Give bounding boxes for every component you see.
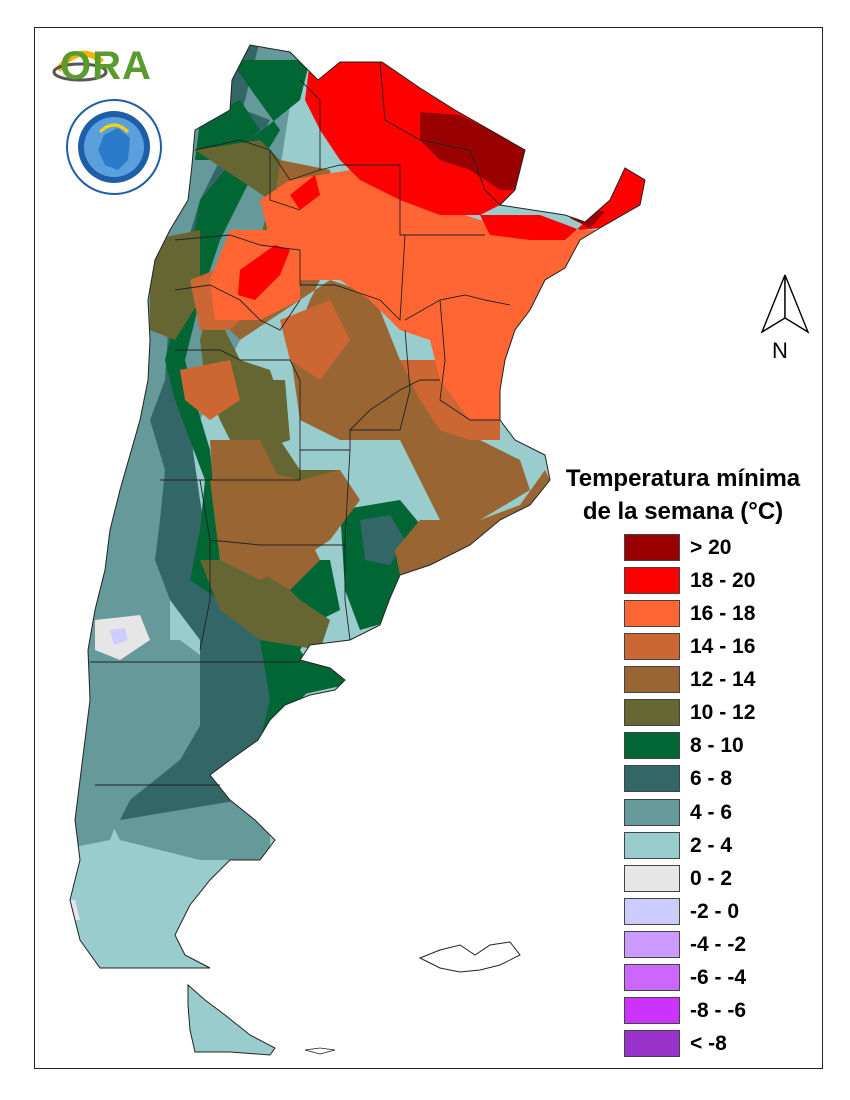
legend-swatch [624,832,680,859]
legend-label: > 20 [690,536,732,559]
legend-swatch [624,765,680,792]
legend-label: 14 - 16 [690,635,756,658]
legend-label: -4 - -2 [690,933,747,956]
legend-label: 12 - 14 [690,668,756,691]
tierra-del-fuego [187,983,276,1056]
legend-swatch [624,534,680,561]
legend-title-line1: Temperatura mínima [565,465,801,492]
country-outline [69,44,646,969]
province-borders [90,61,511,786]
legend-swatch [624,600,680,627]
legend-label: -2 - 0 [690,900,740,923]
malvinas-islands [418,941,521,973]
legend-title: Temperatura mínima de la semana (°C) [548,462,818,528]
legend-label: 16 - 18 [690,602,756,625]
legend-swatch [624,1030,680,1057]
legend-swatch [624,997,680,1024]
legend-label: -6 - -4 [690,966,747,989]
legend-title-line2: de la semana (°C) [582,498,784,525]
legend-label: < -8 [690,1032,727,1055]
smn-seal-icon [66,99,162,195]
ora-logo-icon [52,50,108,82]
legend-swatch [624,633,680,660]
legend-label: 10 - 12 [690,701,756,724]
legend-label: 0 - 2 [690,867,733,890]
legend-swatch [624,898,680,925]
legend-label: -8 - -6 [690,999,747,1022]
legend-swatch [624,666,680,693]
legend-label: 8 - 10 [690,734,744,757]
isla-de-los-estados [304,1047,336,1055]
legend-swatch [624,799,680,826]
legend-swatch [624,865,680,892]
legend-label: 4 - 6 [690,801,733,824]
ora-logo-text: ORA [60,44,152,88]
north-arrow-icon [760,274,810,334]
legend-label: 2 - 4 [690,834,733,857]
legend-label: 6 - 8 [690,767,733,790]
legend-swatch [624,964,680,991]
legend-swatch [624,931,680,958]
legend-swatch [624,567,680,594]
legend-swatch [624,732,680,759]
legend-swatch [624,699,680,726]
legend-label: 18 - 20 [690,569,756,592]
north-label: N [772,338,788,363]
